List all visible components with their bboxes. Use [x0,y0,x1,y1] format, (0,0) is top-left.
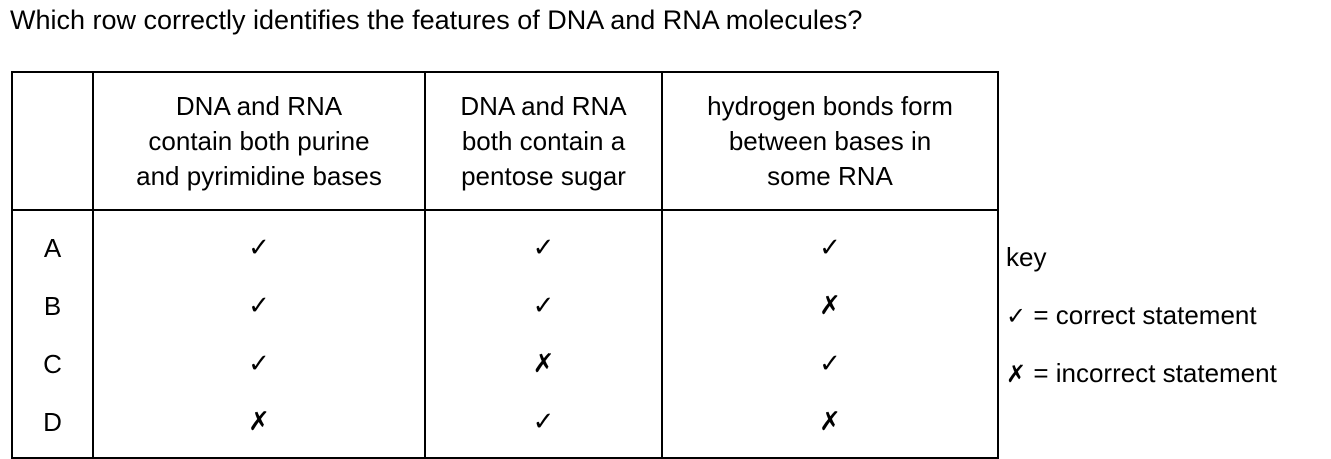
row-letter[interactable]: C [12,335,94,393]
answer-table: DNA and RNA contain both purine and pyrimi… [11,71,999,459]
mark-cell: ✓ [93,335,426,393]
header-text: DNA and RNA both contain a pentose sugar [426,89,661,194]
header-line: both contain a [461,125,626,156]
header-text: hydrogen bonds form between bases in some … [663,89,997,194]
row-letter[interactable]: A [12,210,94,277]
key-legend: key ✓ = correct statement ✗ = incorrect … [1006,228,1277,402]
header-line: contain both purine [148,125,370,156]
mark-cell: ✓ [93,277,426,335]
mark-cell: ✓ [425,277,663,335]
question-text: Which row correctly identifies the featu… [10,5,863,35]
key-correct-text: = correct statement [1026,300,1257,330]
mark-cell: ✗ [819,407,841,437]
header-line: between bases in [728,125,932,156]
key-incorrect-text: = incorrect statement [1026,358,1277,388]
header-line: some RNA [767,160,893,191]
header-line: hydrogen bonds form [707,90,953,121]
table-row[interactable]: A ✓ ✓ ✓ [12,210,998,277]
key-incorrect: ✗ = incorrect statement [1006,344,1277,402]
row-letter[interactable]: D [12,393,94,458]
header-line: DNA and RNA [460,90,627,121]
mark-cell: ✗ [819,291,841,321]
mark-cell: ✓ [819,233,841,263]
header-purine-pyrimidine: DNA and RNA contain both purine and pyrimi… [93,72,426,211]
header-text: DNA and RNA contain both purine and pyrimi… [94,89,424,194]
header-blank [12,72,94,211]
cross-icon: ✗ [1006,360,1027,388]
check-icon: ✓ [1006,302,1027,330]
table-row[interactable]: B ✓ ✓ ✗ [12,277,998,335]
mark-cell: ✓ [425,210,663,277]
mark-cell: ✗ [425,335,663,393]
mark-cell: ✓ [819,349,841,379]
table-header-row: DNA and RNA contain both purine and pyrimi… [12,72,998,211]
header-pentose-sugar: DNA and RNA both contain a pentose sugar [425,72,663,211]
mark-cell: ✗ [93,393,426,458]
mark-cell: ✓ [93,210,426,277]
table-row[interactable]: D ✗ ✓ ✗ [12,393,998,458]
mark-cell: ✓ [425,393,663,458]
row-letter[interactable]: B [12,277,94,335]
key-title: key [1006,242,1047,272]
header-line: pentose sugar [461,160,626,191]
header-line: and pyrimidine bases [136,160,382,191]
header-line: DNA and RNA [175,90,343,121]
header-hydrogen-bonds: hydrogen bonds form between bases in some … [662,72,998,211]
key-correct: ✓ = correct statement [1006,286,1277,344]
table-row[interactable]: C ✓ ✗ ✓ [12,335,998,393]
